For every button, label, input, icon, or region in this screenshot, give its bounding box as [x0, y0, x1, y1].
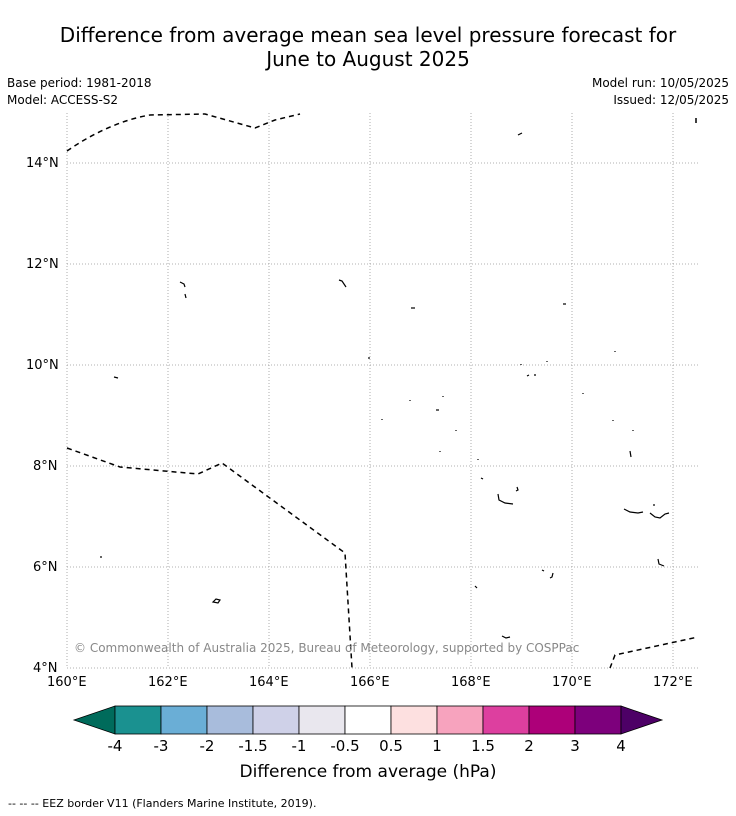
- lat-tick-4: 4°N: [33, 661, 58, 676]
- island-mark: [657, 558, 665, 567]
- colorbar-segment: [482, 705, 530, 735]
- island-mark: [480, 477, 484, 480]
- island-mark: [526, 374, 536, 377]
- island-mark: [338, 279, 347, 288]
- colorbar-label: 3: [570, 737, 580, 755]
- island-mark: [629, 450, 632, 458]
- colorbar-label: 1.5: [471, 737, 495, 755]
- colorbar-segment: [160, 705, 208, 735]
- colorbar: [72, 705, 664, 735]
- map-gridlines: [66, 113, 698, 669]
- island-mark: [474, 585, 478, 589]
- island-outlines: [100, 132, 670, 639]
- lon-tick-160: 160°E: [47, 675, 87, 690]
- island-mark: [184, 293, 187, 299]
- colorbar-segment: [344, 705, 392, 735]
- lat-tick-14: 14°N: [26, 156, 59, 171]
- lon-tick-164: 164°E: [249, 675, 289, 690]
- colorbar-title: Difference from average (hPa): [239, 762, 497, 782]
- base-period: Base period: 1981-2018: [7, 76, 152, 90]
- lat-tick-8: 8°N: [33, 459, 58, 474]
- island-mark: [517, 132, 523, 136]
- island-mark: [501, 635, 511, 639]
- colorbar-label: -1: [291, 737, 307, 755]
- copyright-credit: © Commonwealth of Australia 2025, Bureau…: [74, 641, 580, 655]
- island-mark: [541, 569, 545, 572]
- island-mark: [623, 508, 644, 514]
- island-mark: [515, 486, 519, 492]
- colorbar-extend-high: [620, 705, 664, 735]
- colorbar-label: -3: [153, 737, 169, 755]
- model-name: Model: ACCESS-S2: [7, 93, 119, 107]
- eez-border-southeast: [609, 636, 699, 669]
- lon-tick-170: 170°E: [552, 675, 592, 690]
- colorbar-segment: [528, 705, 576, 735]
- colorbar-label: 1: [432, 737, 442, 755]
- colorbar-label: 0.5: [379, 737, 403, 755]
- island-mark: [113, 376, 119, 379]
- island-mark: [649, 512, 670, 519]
- colorbar-label: 4: [616, 737, 626, 755]
- colorbar-segment: [252, 705, 300, 735]
- lon-tick-168: 168°E: [451, 675, 491, 690]
- colorbar-segment: [390, 705, 438, 735]
- colorbar-label: 2: [524, 737, 534, 755]
- island-mark: [549, 572, 554, 579]
- lon-tick-172: 172°E: [653, 675, 693, 690]
- colorbar-label: -4: [107, 737, 123, 755]
- island-mark: [211, 598, 221, 604]
- lon-tick-166: 166°E: [350, 675, 390, 690]
- eez-borders: [66, 113, 699, 669]
- model-run: Model run: 10/05/2025: [591, 76, 729, 90]
- eez-border-west: [66, 447, 353, 669]
- colorbar-label: -1.5: [238, 737, 268, 755]
- lat-tick-6: 6°N: [33, 560, 58, 575]
- colorbar-segment: [298, 705, 346, 735]
- island-mark: [497, 493, 514, 505]
- colorbar-segment: [436, 705, 484, 735]
- colorbar-segment: [574, 705, 622, 735]
- lat-tick-12: 12°N: [26, 257, 59, 272]
- eez-border-north: [66, 113, 301, 152]
- issued-date: Issued: 12/05/2025: [613, 93, 729, 107]
- colorbar-extend-low: [72, 705, 116, 735]
- colorbar-segment: [206, 705, 254, 735]
- lat-tick-10: 10°N: [26, 358, 59, 373]
- lon-tick-162: 162°E: [148, 675, 188, 690]
- title-line-2: June to August 2025: [266, 47, 470, 71]
- colorbar-segment: [114, 705, 162, 735]
- eez-footnote: -- -- -- EEZ border V11 (Flanders Marine…: [8, 797, 317, 810]
- colorbar-label: -0.5: [330, 737, 360, 755]
- colorbar-label: -2: [199, 737, 215, 755]
- title-line-1: Difference from average mean sea level p…: [59, 23, 677, 47]
- island-mark: [179, 281, 186, 288]
